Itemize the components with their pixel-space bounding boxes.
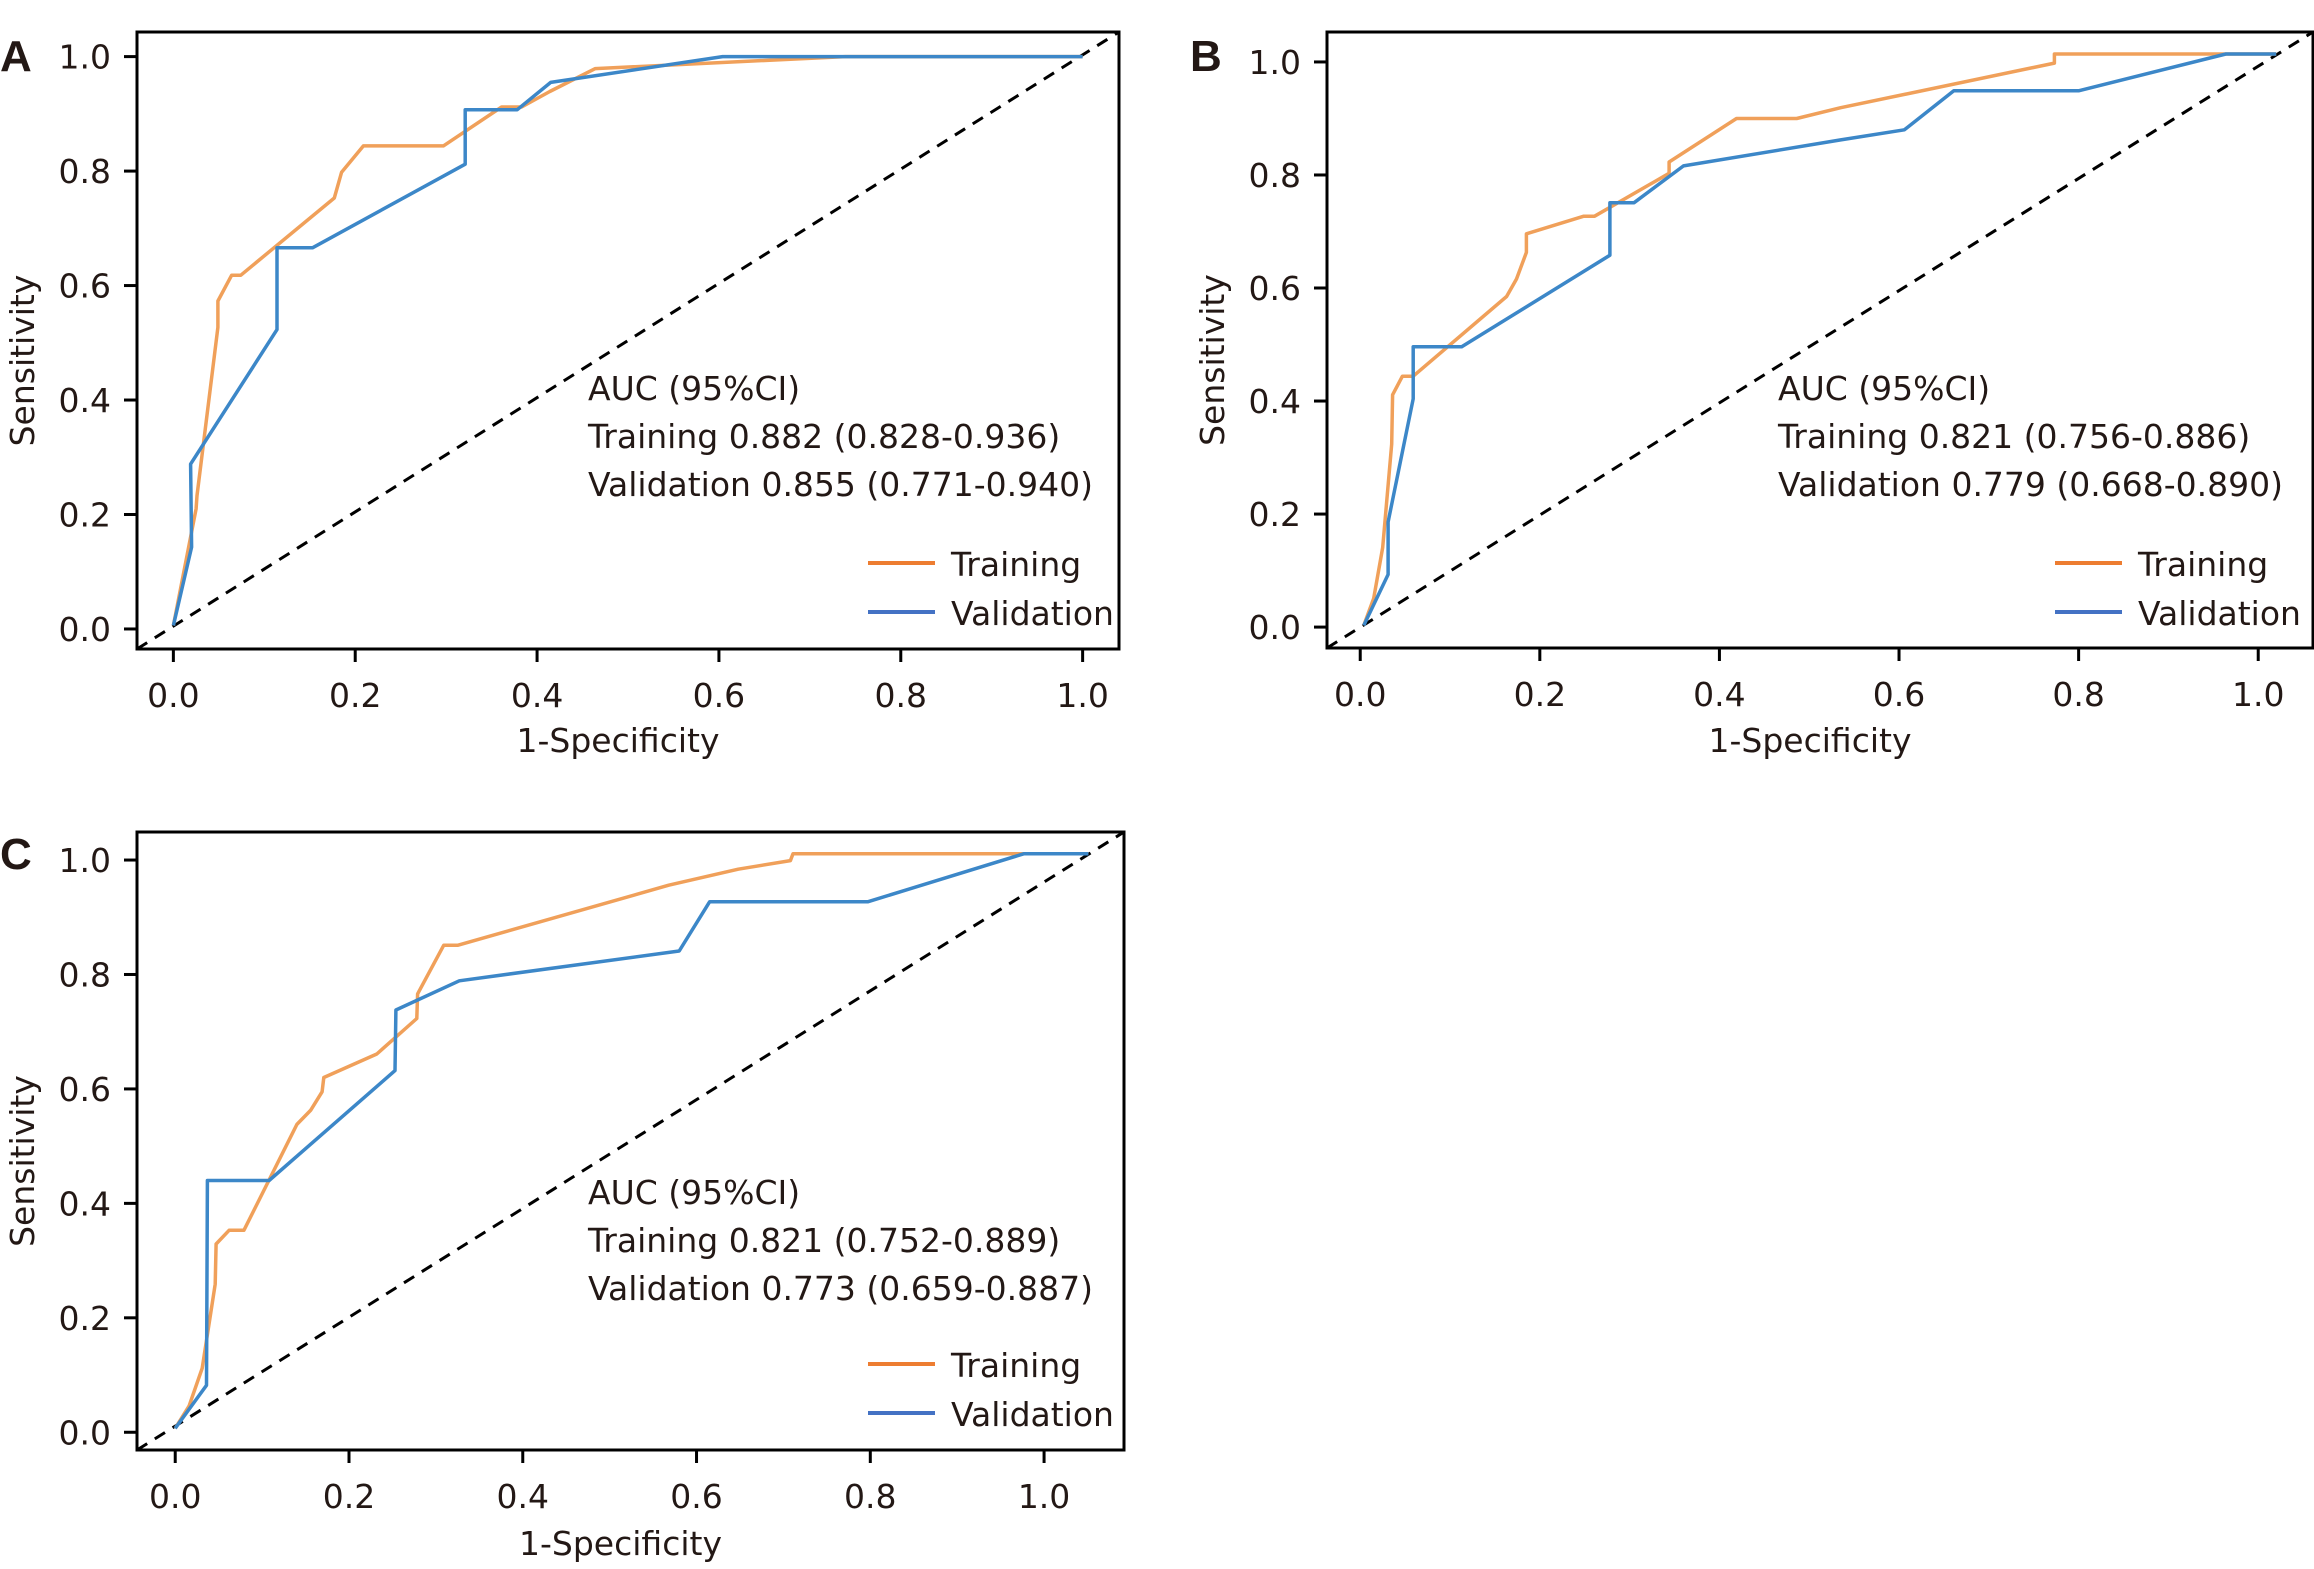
y-axis-title: Sensitivity xyxy=(3,1075,42,1247)
x-tick-label: 0.8 xyxy=(2052,675,2104,714)
y-tick-label: 0.8 xyxy=(59,152,111,191)
series-line-training xyxy=(173,851,1089,1430)
panel-a: A 0.0 0.2 0.4 0.6 0.8 1.0 0.0 0.2 0.4 0.6 0.8 1.0 1-S… xyxy=(0,30,1121,760)
legend-label-training: Training xyxy=(2137,545,2268,584)
x-tick-label: 1.0 xyxy=(2232,675,2284,714)
auc-annotation: AUC (95%CI) Training 0.882 (0.828-0.936) V… xyxy=(587,369,1093,504)
x-tick-label: 0.6 xyxy=(693,676,745,715)
auc-annotation: AUC (95%CI) Training 0.821 (0.752-0.889) V… xyxy=(587,1173,1093,1308)
reference-diagonal-line xyxy=(136,830,1125,1452)
legend: Training Validation xyxy=(868,545,1114,633)
x-tick-label: 0.8 xyxy=(844,1477,896,1516)
series-line-validation xyxy=(171,54,1083,626)
auc-header: AUC (95%CI) xyxy=(588,369,800,408)
plot-frame xyxy=(135,830,1126,1452)
reference-diagonal-line xyxy=(1326,30,2314,650)
auc-annotation: AUC (95%CI) Training 0.821 (0.756-0.886) V… xyxy=(1777,369,2283,504)
reference-diagonal-line xyxy=(136,30,1120,651)
y-tick-label: 0.2 xyxy=(59,495,111,534)
auc-line-training: Training 0.821 (0.756-0.886) xyxy=(1777,417,2250,456)
y-tick-label: 0.2 xyxy=(59,1299,111,1338)
y-tick-label: 0.4 xyxy=(1249,382,1301,421)
y-tick-label: 0.0 xyxy=(59,610,111,649)
x-axis-title: 1-Specificity xyxy=(1709,721,1912,760)
panel-label: B xyxy=(1190,32,1222,81)
auc-line-validation: Validation 0.773 (0.659-0.887) xyxy=(588,1269,1093,1308)
legend-label-validation: Validation xyxy=(2138,594,2301,633)
y-tick-label: 0.0 xyxy=(1249,608,1301,647)
x-tick-label: 0.2 xyxy=(323,1477,375,1516)
x-tick-label: 0.8 xyxy=(875,676,927,715)
auc-line-validation: Validation 0.779 (0.668-0.890) xyxy=(1778,465,2283,504)
y-tick-label: 0.8 xyxy=(1249,156,1301,195)
x-tick-label: 0.4 xyxy=(497,1477,549,1516)
panel-label: C xyxy=(0,830,32,879)
series-line-validation xyxy=(1362,52,2277,627)
y-axis-title: Sensitivity xyxy=(1193,274,1232,446)
auc-line-validation: Validation 0.855 (0.771-0.940) xyxy=(588,465,1093,504)
auc-header: AUC (95%CI) xyxy=(588,1173,800,1212)
panel-c: C 0.0 0.2 0.4 0.6 0.8 1.0 0.0 0.2 0.4 0.6 0.8 1.0 1-S… xyxy=(0,830,1126,1563)
y-tick-label: 0.2 xyxy=(1249,495,1301,534)
x-tick-label: 0.2 xyxy=(1514,675,1566,714)
y-tick-label: 1.0 xyxy=(59,841,111,880)
auc-line-training: Training 0.821 (0.752-0.889) xyxy=(587,1221,1060,1260)
legend: Training Validation xyxy=(2055,545,2301,633)
legend-label-validation: Validation xyxy=(951,1395,1114,1434)
y-tick-label: 0.6 xyxy=(59,1070,111,1109)
x-tick-label: 1.0 xyxy=(1018,1477,1070,1516)
x-tick-label: 0.0 xyxy=(147,676,199,715)
y-tick-label: 1.0 xyxy=(59,38,111,77)
panel-b: B 0.0 0.2 0.4 0.6 0.8 1.0 0.0 0.2 0.4 0.6 0.8 1.0 1-S… xyxy=(1190,30,2314,760)
auc-header: AUC (95%CI) xyxy=(1778,369,1990,408)
legend-label-validation: Validation xyxy=(951,594,1114,633)
x-tick-label: 0.0 xyxy=(1334,675,1386,714)
y-tick-label: 0.4 xyxy=(59,1184,111,1223)
x-tick-label: 0.4 xyxy=(511,676,563,715)
x-tick-label: 0.6 xyxy=(1873,675,1925,714)
x-tick-label: 0.6 xyxy=(670,1477,722,1516)
series-line-validation xyxy=(173,851,1089,1430)
x-tick-label: 0.4 xyxy=(1693,675,1745,714)
x-tick-label: 0.2 xyxy=(329,676,381,715)
x-axis-title: 1-Specificity xyxy=(519,1524,722,1563)
legend-label-training: Training xyxy=(950,545,1081,584)
y-tick-label: 0.4 xyxy=(59,381,111,420)
x-axis-title: 1-Specificity xyxy=(517,721,720,760)
series-line-training xyxy=(1362,52,2277,627)
legend: Training Validation xyxy=(868,1346,1114,1434)
auc-line-training: Training 0.882 (0.828-0.936) xyxy=(587,417,1060,456)
y-tick-label: 0.0 xyxy=(59,1413,111,1452)
y-tick-label: 0.6 xyxy=(1249,269,1301,308)
x-tick-label: 1.0 xyxy=(1056,676,1108,715)
legend-label-training: Training xyxy=(950,1346,1081,1385)
panel-label: A xyxy=(0,32,32,81)
plot-frame xyxy=(1325,30,2314,650)
y-tick-label: 0.6 xyxy=(59,267,111,306)
series-line-training xyxy=(171,54,1083,626)
y-tick-label: 1.0 xyxy=(1249,43,1301,82)
y-tick-label: 0.8 xyxy=(59,955,111,994)
x-tick-label: 0.0 xyxy=(149,1477,201,1516)
plot-frame xyxy=(135,30,1121,651)
y-axis-title: Sensitivity xyxy=(3,275,42,447)
